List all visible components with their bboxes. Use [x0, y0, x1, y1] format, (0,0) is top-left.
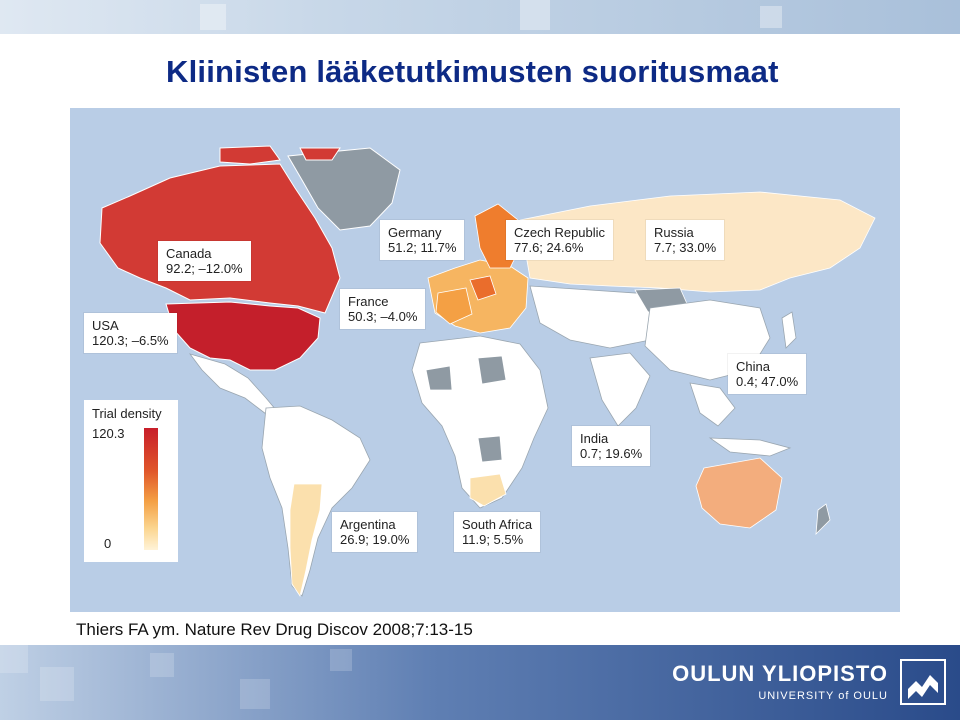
usa-shape: [165, 301, 321, 371]
new-zealand-shape: [815, 503, 831, 536]
label-russia: Russia 7.7; 33.0%: [646, 220, 725, 260]
label-france: France 50.3; –4.0%: [340, 289, 426, 329]
label-south-africa: South Africa 11.9; 5.5%: [454, 512, 541, 552]
arctic-islands-shape: [219, 145, 341, 165]
indonesia-shape: [708, 437, 792, 457]
legend-title: Trial density: [92, 406, 162, 421]
australia-shape: [695, 457, 783, 529]
label-canada: Canada 92.2; –12.0%: [158, 241, 251, 281]
label-czech-republic: Czech Republic 77.6; 24.6%: [506, 220, 614, 260]
label-argentina: Argentina 26.9; 19.0%: [332, 512, 418, 552]
university-logo-text: OULUN YLIOPISTO UNIVERSITY of OULU: [672, 661, 888, 702]
greenland-shape: [287, 147, 401, 231]
university-logo-icon: [900, 659, 946, 705]
africa-nodata-shape-2: [477, 355, 507, 385]
japan-shape: [781, 311, 797, 349]
slide-title: Kliinisten lääketutkimusten suoritusmaat: [166, 54, 779, 89]
logo-main-text: OULUN YLIOPISTO: [672, 661, 888, 686]
argentina-shape: [289, 483, 323, 597]
south-africa-shape: [469, 473, 507, 507]
trial-density-legend: Trial density 120.3 0: [84, 400, 178, 562]
label-china: China 0.4; 47.0%: [728, 354, 807, 394]
citation: Thiers FA ym. Nature Rev Drug Discov 200…: [76, 620, 473, 639]
germany-shape: [469, 275, 497, 301]
africa-nodata-shape-3: [477, 435, 503, 463]
world-map-panel: Canada 92.2; –12.0% USA 120.3; –6.5% Germa…: [70, 108, 900, 612]
legend-max-label: 120.3: [92, 426, 125, 441]
se-asia-shape: [689, 382, 736, 427]
legend-color-bar: [144, 428, 158, 550]
label-usa: USA 120.3; –6.5%: [84, 313, 177, 353]
label-germany: Germany 51.2; 11.7%: [380, 220, 465, 260]
legend-min-label: 0: [104, 536, 112, 551]
label-india: India 0.7; 19.6%: [572, 426, 651, 466]
canada-shape: [99, 163, 341, 314]
bottom-decorative-band: OULUN YLIOPISTO UNIVERSITY of OULU: [0, 645, 960, 720]
india-shape: [589, 352, 651, 427]
logo-sub-text: UNIVERSITY of OULU: [758, 690, 888, 702]
france-shape: [435, 287, 473, 325]
africa-nodata-shape-1: [425, 365, 453, 391]
top-decorative-band: [0, 0, 960, 34]
